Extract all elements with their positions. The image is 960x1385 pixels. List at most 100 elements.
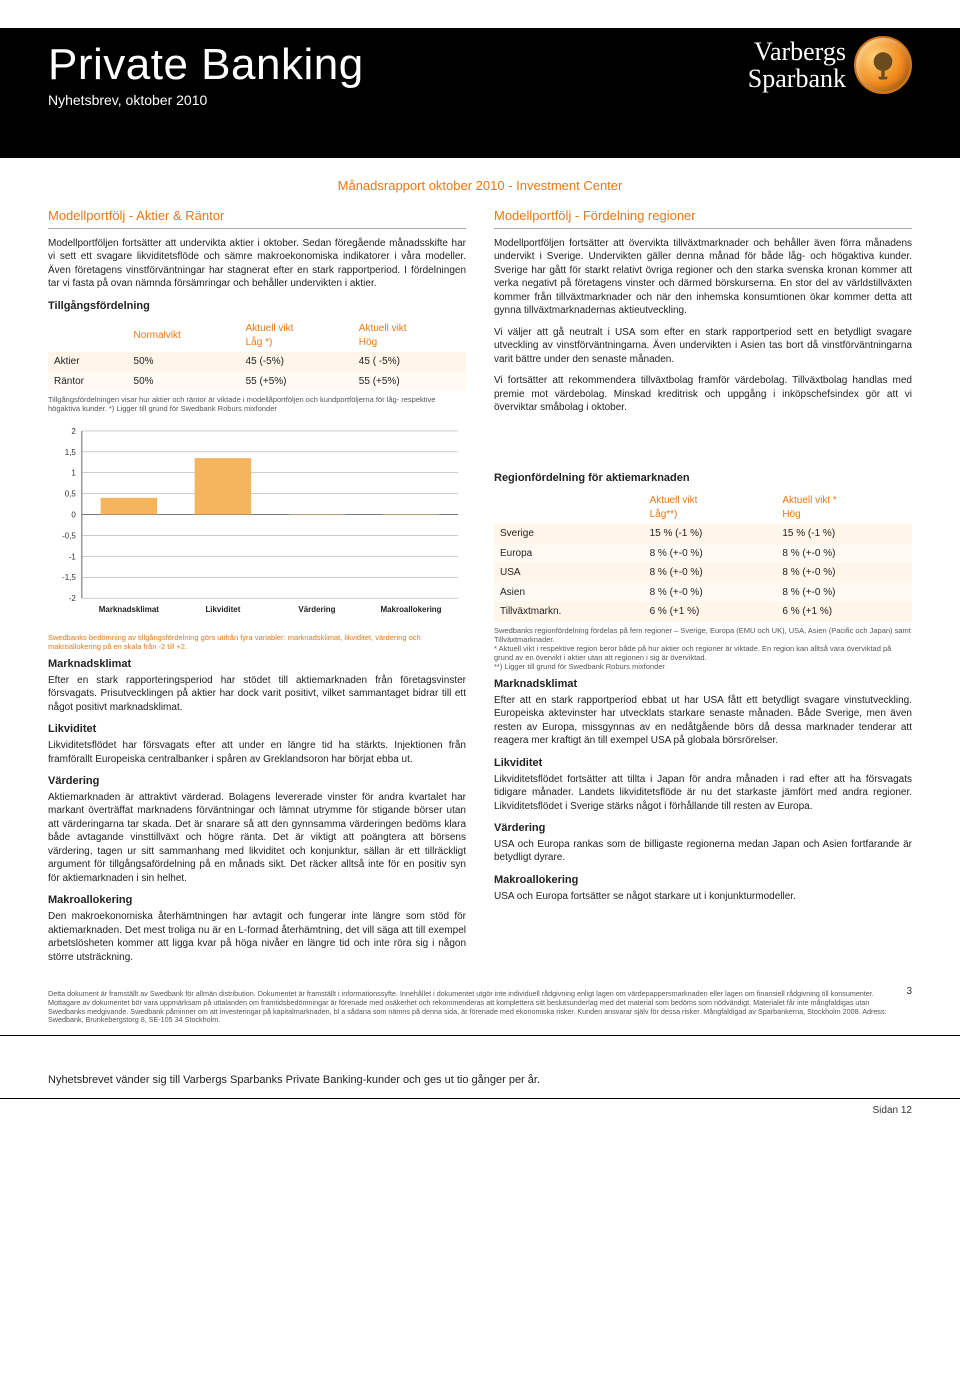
region-title: Regionfördelning för aktiemarknaden bbox=[494, 471, 912, 486]
th-high: Aktuell vikt Hög bbox=[353, 319, 466, 352]
section-body: Den makroekonomiska återhämtningen har a… bbox=[48, 910, 466, 964]
table-row: Räntor 50% 55 (+5%) 55 (+5%) bbox=[48, 372, 466, 392]
svg-text:-1,5: -1,5 bbox=[62, 574, 76, 583]
cell: 6 % (+1 %) bbox=[644, 602, 777, 622]
table-row: Asien8 % (+-0 %)8 % (+-0 %) bbox=[494, 583, 912, 603]
svg-text:Likviditet: Likviditet bbox=[205, 605, 240, 614]
th-low: Aktuell vikt Låg**) bbox=[644, 491, 777, 524]
table-row: Aktier 50% 45 (-5%) 45 ( -5%) bbox=[48, 352, 466, 372]
cell: Europa bbox=[494, 544, 644, 564]
cell: 15 % (-1 %) bbox=[776, 524, 912, 544]
section-heading: Marknadsklimat bbox=[48, 657, 466, 672]
bank-name: Varbergs Sparbank bbox=[748, 38, 846, 93]
left-sections: Marknadsklimat Efter en stark rapporterin… bbox=[48, 657, 466, 964]
oak-tree-icon bbox=[866, 48, 900, 82]
section-body: Likviditetsflödet har försvagats efter a… bbox=[48, 739, 466, 766]
cell: USA bbox=[494, 563, 644, 583]
cell: 8 % (+-0 %) bbox=[776, 544, 912, 564]
region-note: Swedbanks regionfördelning fördelas på f… bbox=[494, 626, 912, 671]
disclaimer: 3 Detta dokument är framställt av Swedba… bbox=[48, 990, 912, 1025]
th-high: Aktuell vikt * Hög bbox=[776, 491, 912, 524]
section-heading: Likviditet bbox=[48, 722, 466, 737]
svg-text:1: 1 bbox=[71, 469, 76, 478]
th-blank bbox=[48, 319, 128, 352]
cell: Sverige bbox=[494, 524, 644, 544]
cell: 8 % (+-0 %) bbox=[644, 563, 777, 583]
section-heading: Likviditet bbox=[494, 756, 912, 771]
cell: 15 % (-1 %) bbox=[644, 524, 777, 544]
section-body: Efter en stark rapporteringsperiod har s… bbox=[48, 674, 466, 715]
section-body: Aktiemarknaden är attraktivt värderad. B… bbox=[48, 791, 466, 886]
th-blank bbox=[494, 491, 644, 524]
svg-text:-0,5: -0,5 bbox=[62, 532, 76, 541]
cell: 45 (-5%) bbox=[240, 352, 353, 372]
section-body: Likviditetsflödet fortsätter att tillta … bbox=[494, 773, 912, 814]
cell: 50% bbox=[128, 372, 240, 392]
page: Private Banking Nyhetsbrev, oktober 2010… bbox=[0, 0, 960, 1130]
hero-content: Private Banking Nyhetsbrev, oktober 2010… bbox=[0, 28, 960, 116]
bar-chart-svg: -2-1,5-1-0,500,511,52MarknadsklimatLikvi… bbox=[48, 423, 466, 622]
cell: Räntor bbox=[48, 372, 128, 392]
disclaimer-text: Detta dokument är framställt av Swedbank… bbox=[48, 989, 887, 1024]
right-heading: Modellportfölj - Fördelning regioner bbox=[494, 207, 912, 229]
th-low: Aktuell vikt Låg *) bbox=[240, 319, 353, 352]
cell: 50% bbox=[128, 352, 240, 372]
page-subtitle: Nyhetsbrev, oktober 2010 bbox=[48, 92, 912, 108]
two-column-layout: Modellportfölj - Aktier & Räntor Modellp… bbox=[48, 207, 912, 972]
right-column: Modellportfölj - Fördelning regioner Mod… bbox=[494, 207, 912, 972]
body: Månadsrapport oktober 2010 - Investment … bbox=[0, 158, 960, 1035]
svg-text:Värdering: Värdering bbox=[298, 605, 335, 614]
cell: Tillväxtmarkn. bbox=[494, 602, 644, 622]
cell: 55 (+5%) bbox=[240, 372, 353, 392]
cell: 6 % (+1 %) bbox=[776, 602, 912, 622]
cell: 8 % (+-0 %) bbox=[644, 544, 777, 564]
left-column: Modellportfölj - Aktier & Räntor Modellp… bbox=[48, 207, 466, 972]
left-intro: Modellportföljen fortsätter att undervik… bbox=[48, 237, 466, 291]
tgf-title: Tillgångsfördelning bbox=[48, 299, 466, 314]
hero-banner: Private Banking Nyhetsbrev, oktober 2010… bbox=[0, 0, 960, 158]
divider bbox=[0, 1035, 960, 1036]
th-normal: Normalvikt bbox=[128, 319, 240, 352]
svg-text:1,5: 1,5 bbox=[65, 448, 77, 457]
cell: 8 % (+-0 %) bbox=[776, 583, 912, 603]
section-heading: Makroallokering bbox=[494, 873, 912, 888]
section-heading: Marknadsklimat bbox=[494, 677, 912, 692]
left-heading: Modellportfölj - Aktier & Räntor bbox=[48, 207, 466, 229]
table-row: USA8 % (+-0 %)8 % (+-0 %) bbox=[494, 563, 912, 583]
svg-text:Marknadsklimat: Marknadsklimat bbox=[99, 605, 159, 614]
right-sections: Marknadsklimat Efter att en stark rapport… bbox=[494, 677, 912, 903]
bank-name-line1: Varbergs bbox=[748, 38, 846, 65]
svg-text:-1: -1 bbox=[69, 553, 77, 562]
report-title: Månadsrapport oktober 2010 - Investment … bbox=[48, 178, 912, 193]
chart-note: Swedbanks bedömning av tillgångsfördelni… bbox=[48, 633, 466, 651]
bank-name-line2: Sparbank bbox=[748, 65, 846, 92]
svg-text:0,5: 0,5 bbox=[65, 490, 77, 499]
cell: Asien bbox=[494, 583, 644, 603]
table-header-row: Normalvikt Aktuell vikt Låg *) Aktuell v… bbox=[48, 319, 466, 352]
cell: 45 ( -5%) bbox=[353, 352, 466, 372]
allocation-table: Normalvikt Aktuell vikt Låg *) Aktuell v… bbox=[48, 319, 466, 391]
section-body: USA och Europa rankas som de billigaste … bbox=[494, 838, 912, 865]
table-row: Europa8 % (+-0 %)8 % (+-0 %) bbox=[494, 544, 912, 564]
cell: 8 % (+-0 %) bbox=[776, 563, 912, 583]
cell: 8 % (+-0 %) bbox=[644, 583, 777, 603]
chart-bar bbox=[195, 459, 251, 515]
section-body: Efter att en stark rapportperiod ebbat u… bbox=[494, 694, 912, 748]
tgf-note: Tillgångsfördelningen visar hur aktier o… bbox=[48, 395, 466, 413]
table-row: Tillväxtmarkn.6 % (+1 %)6 % (+1 %) bbox=[494, 602, 912, 622]
section-heading: Makroallokering bbox=[48, 893, 466, 908]
footer-line: Nyhetsbrevet vänder sig till Varbergs Sp… bbox=[0, 1062, 960, 1098]
region-table: Aktuell vikt Låg**) Aktuell vikt * Hög S… bbox=[494, 491, 912, 622]
svg-text:-2: -2 bbox=[69, 595, 77, 604]
chart-bar bbox=[101, 498, 157, 515]
oak-medal-icon bbox=[854, 36, 912, 94]
divider bbox=[0, 1098, 960, 1099]
svg-text:0: 0 bbox=[71, 511, 76, 520]
right-p3: Vi fortsätter att rekommendera tillväxtb… bbox=[494, 374, 912, 415]
right-intro: Modellportföljen fortsätter att övervikt… bbox=[494, 237, 912, 318]
section-heading: Värdering bbox=[48, 774, 466, 789]
section-body: USA och Europa fortsätter se något stark… bbox=[494, 890, 912, 904]
bank-logo-block: Varbergs Sparbank bbox=[748, 36, 912, 94]
svg-text:Makroallokering: Makroallokering bbox=[381, 605, 442, 614]
table-row: Sverige15 % (-1 %)15 % (-1 %) bbox=[494, 524, 912, 544]
